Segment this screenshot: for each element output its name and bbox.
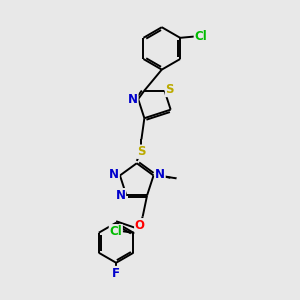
Text: methyl: methyl bbox=[173, 177, 178, 178]
Text: N: N bbox=[128, 93, 138, 106]
Text: N: N bbox=[116, 189, 125, 202]
Text: F: F bbox=[112, 267, 120, 280]
Text: S: S bbox=[137, 145, 146, 158]
Text: N: N bbox=[155, 168, 165, 181]
Text: S: S bbox=[166, 83, 174, 97]
Text: N: N bbox=[109, 168, 119, 181]
Text: O: O bbox=[135, 219, 145, 232]
Text: Cl: Cl bbox=[194, 30, 207, 43]
Text: Cl: Cl bbox=[110, 225, 122, 238]
